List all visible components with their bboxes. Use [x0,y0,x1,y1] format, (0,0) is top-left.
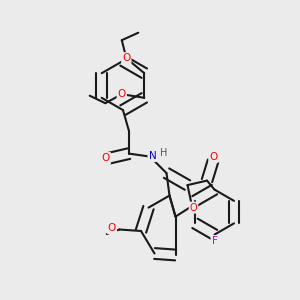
Text: O: O [102,153,110,163]
Text: O: O [108,223,116,233]
Text: F: F [212,236,218,246]
Text: O: O [209,152,218,162]
Text: O: O [190,202,197,213]
Text: O: O [122,53,130,63]
Text: H: H [160,148,167,158]
Text: O: O [118,89,126,99]
Text: N: N [148,151,156,161]
